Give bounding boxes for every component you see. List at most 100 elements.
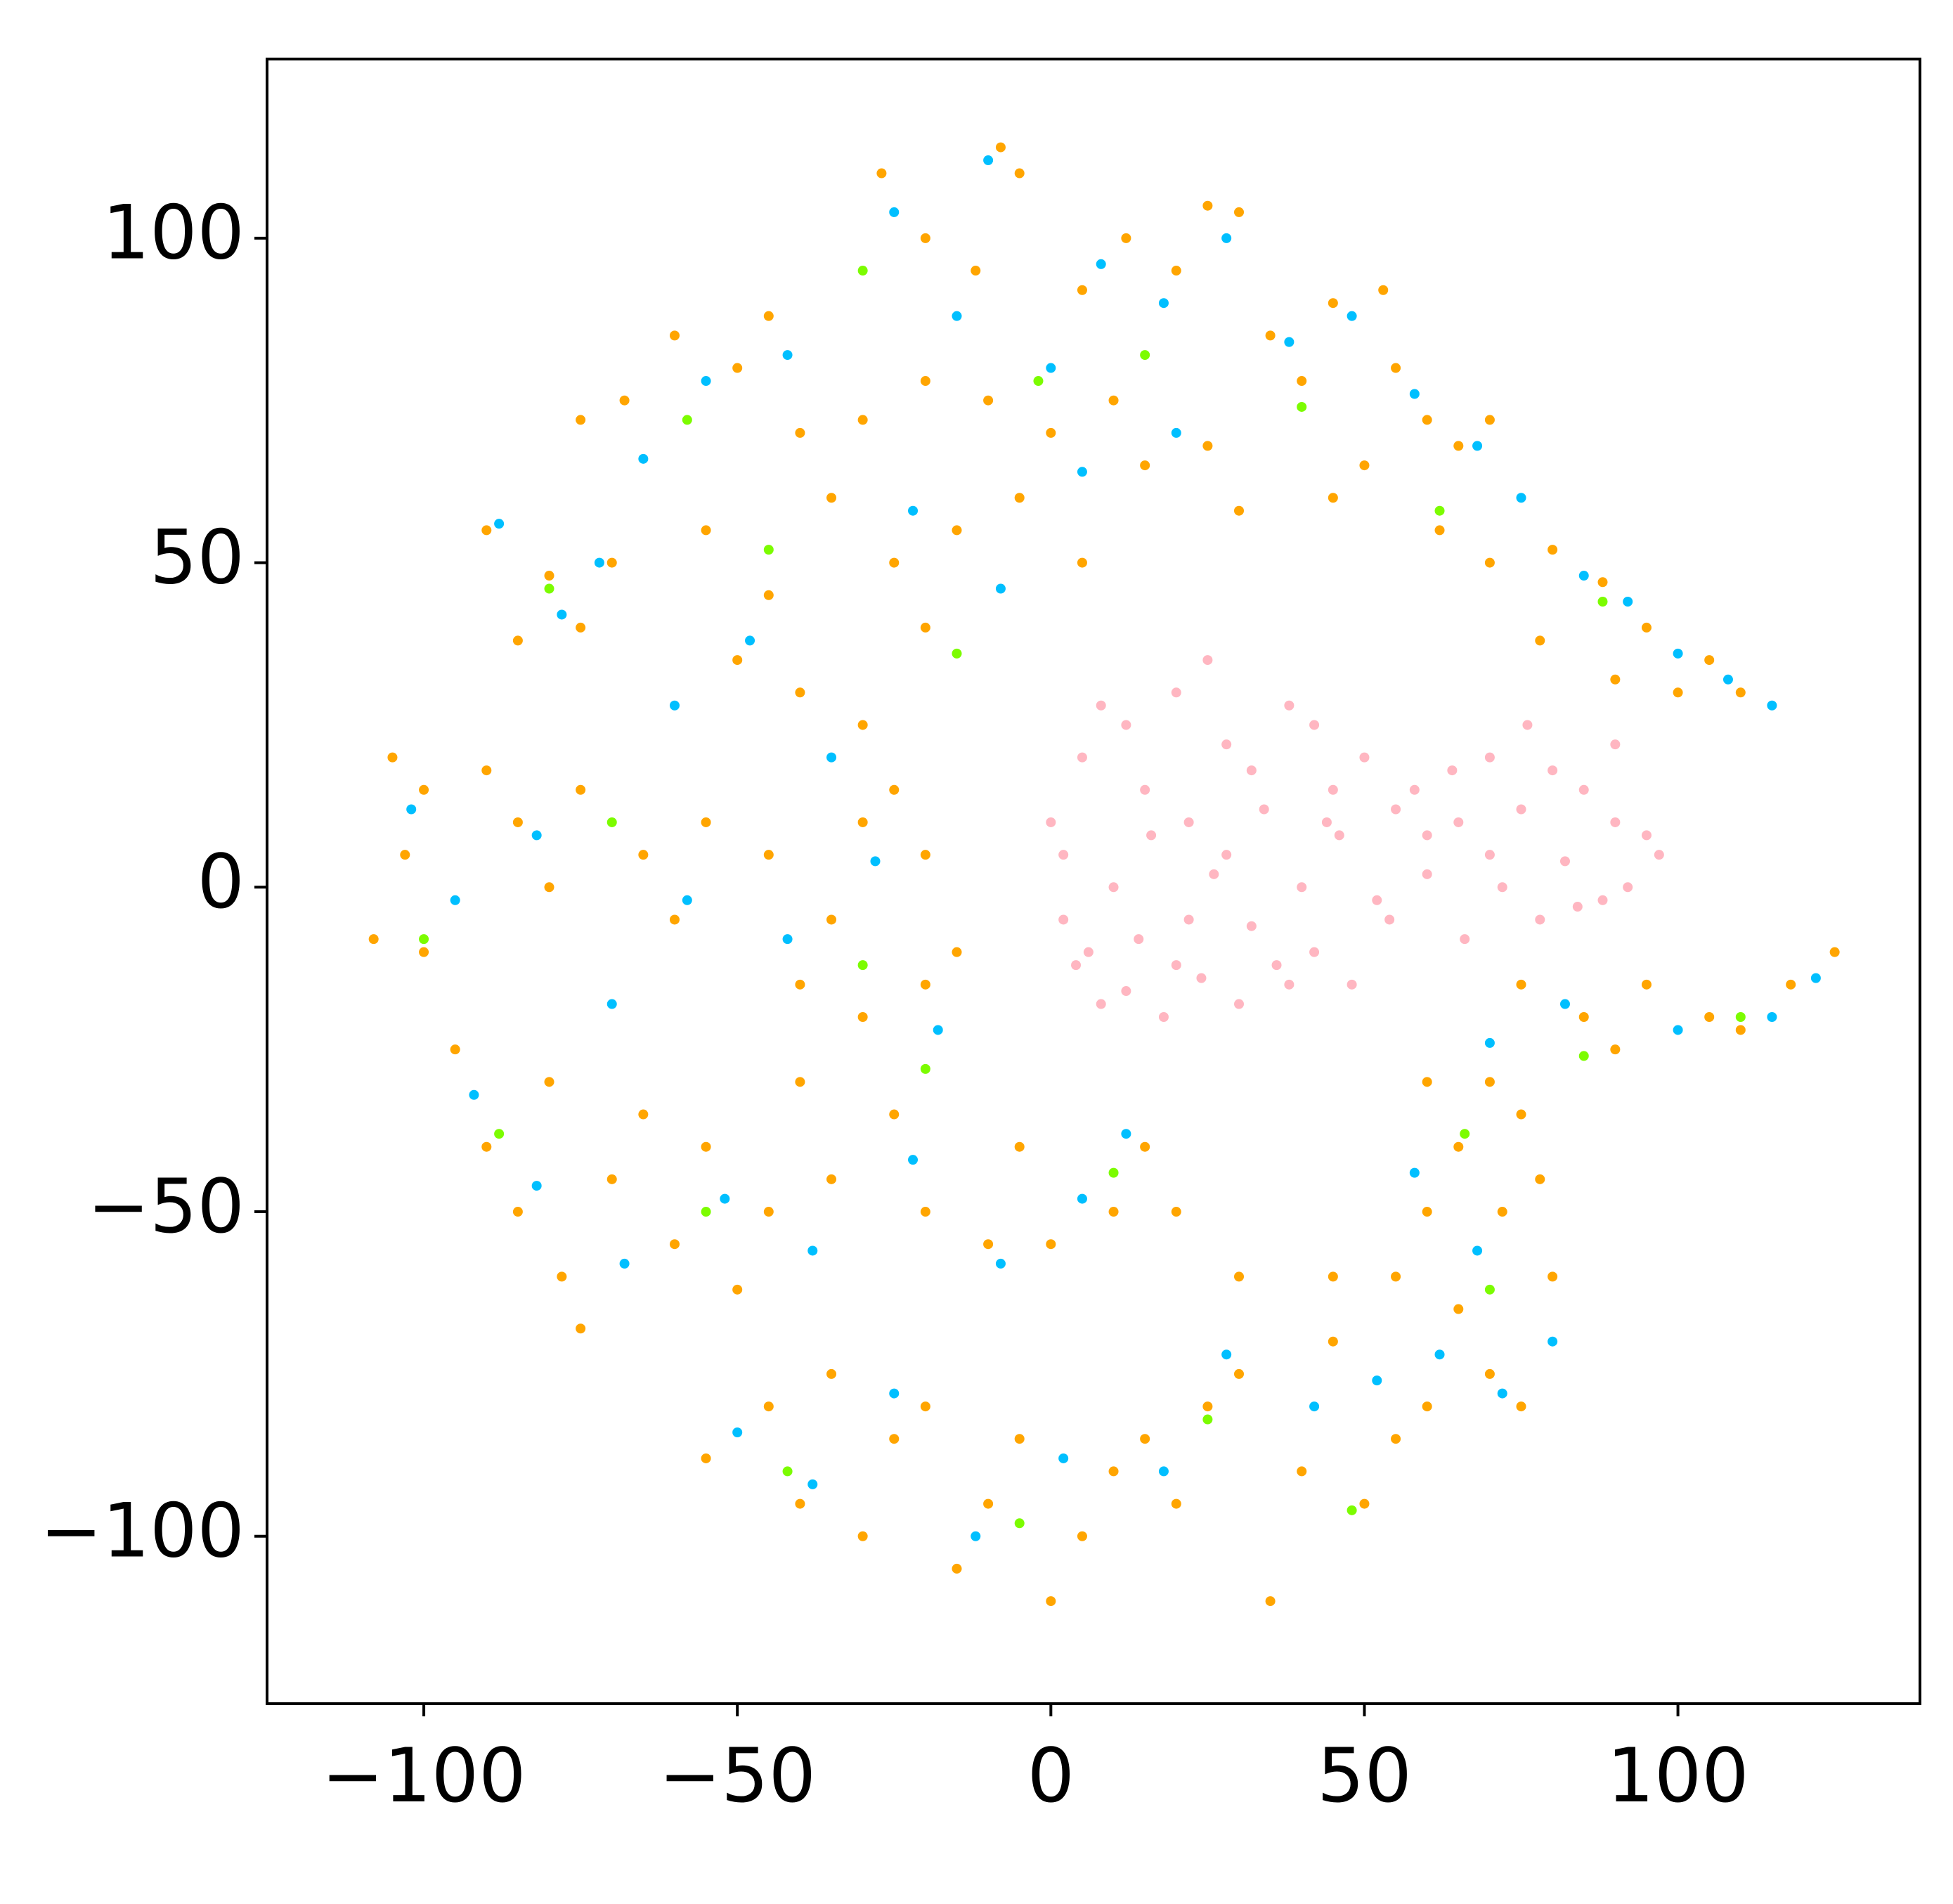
point: [701, 817, 711, 827]
point: [1058, 914, 1069, 925]
point: [889, 1388, 900, 1399]
point: [1597, 577, 1608, 588]
point: [1484, 752, 1495, 763]
point: [1610, 817, 1621, 827]
point: [782, 1466, 793, 1477]
point: [1058, 1453, 1069, 1463]
point: [1610, 1044, 1621, 1055]
y-tick-label: −100: [40, 1488, 245, 1574]
x-tick-label: −50: [658, 1733, 816, 1819]
point: [1328, 1336, 1338, 1347]
point: [889, 557, 900, 568]
point: [1578, 1011, 1589, 1022]
point: [1641, 830, 1652, 841]
point: [952, 947, 962, 957]
point: [857, 960, 868, 971]
point: [933, 1025, 943, 1035]
point: [1829, 947, 1840, 957]
point: [1673, 1025, 1683, 1035]
point: [638, 453, 649, 464]
point: [889, 1434, 900, 1444]
point: [450, 895, 460, 905]
point: [1516, 1401, 1526, 1412]
point: [1265, 1596, 1276, 1607]
point: [908, 505, 919, 516]
point: [920, 233, 930, 243]
point: [1077, 752, 1087, 763]
point: [1484, 557, 1495, 568]
point: [1422, 1401, 1432, 1412]
point: [1158, 298, 1169, 309]
point: [763, 545, 774, 555]
point: [1121, 1129, 1131, 1139]
point: [1422, 869, 1432, 879]
y-tick-label: 50: [150, 514, 245, 600]
y-tick-label: 0: [197, 838, 245, 925]
point: [1196, 973, 1207, 983]
point: [826, 914, 837, 925]
point: [1722, 674, 1733, 685]
point: [1171, 1207, 1181, 1217]
point: [1735, 687, 1746, 698]
point: [1535, 1174, 1545, 1184]
point: [1328, 493, 1338, 503]
point: [544, 1077, 554, 1087]
point: [1140, 350, 1150, 361]
point: [557, 609, 567, 620]
point: [1484, 1037, 1495, 1048]
point: [1484, 1284, 1495, 1295]
point: [1472, 441, 1483, 451]
point: [983, 1498, 994, 1509]
point: [1384, 914, 1395, 925]
point: [1409, 784, 1420, 795]
point: [1328, 784, 1338, 795]
point: [1810, 973, 1821, 983]
point: [889, 1109, 900, 1120]
point: [1046, 427, 1056, 438]
point: [1171, 266, 1181, 276]
point: [1209, 869, 1219, 879]
point: [1391, 1271, 1401, 1282]
point: [1704, 655, 1715, 666]
point: [1453, 1141, 1464, 1152]
point: [1422, 1077, 1432, 1087]
point: [1265, 330, 1276, 341]
point: [995, 583, 1006, 594]
point: [1610, 739, 1621, 750]
point: [1309, 947, 1320, 957]
point: [1221, 850, 1232, 860]
point: [920, 979, 930, 990]
point: [1246, 921, 1257, 931]
point: [481, 1141, 492, 1152]
point: [1284, 700, 1295, 711]
point: [1328, 1271, 1338, 1282]
point: [983, 1239, 994, 1250]
point: [920, 1207, 930, 1217]
point: [481, 765, 492, 776]
point: [920, 1401, 930, 1412]
point: [1372, 895, 1382, 905]
point: [450, 1044, 460, 1055]
point: [1077, 557, 1087, 568]
point: [1146, 830, 1157, 841]
point: [1014, 1141, 1025, 1152]
point: [1284, 337, 1295, 347]
point: [857, 817, 868, 827]
point: [1108, 1207, 1119, 1217]
point: [1391, 363, 1401, 373]
point: [763, 590, 774, 600]
point: [400, 850, 410, 860]
point: [1453, 441, 1464, 451]
point: [1548, 1336, 1558, 1347]
point: [1071, 960, 1082, 971]
point: [1673, 687, 1683, 698]
point: [1516, 804, 1526, 815]
point: [701, 525, 711, 536]
point: [1077, 285, 1087, 295]
point: [1309, 1401, 1320, 1412]
point: [1297, 376, 1307, 387]
point: [1516, 1109, 1526, 1120]
point: [732, 1427, 743, 1438]
point: [512, 1207, 523, 1217]
